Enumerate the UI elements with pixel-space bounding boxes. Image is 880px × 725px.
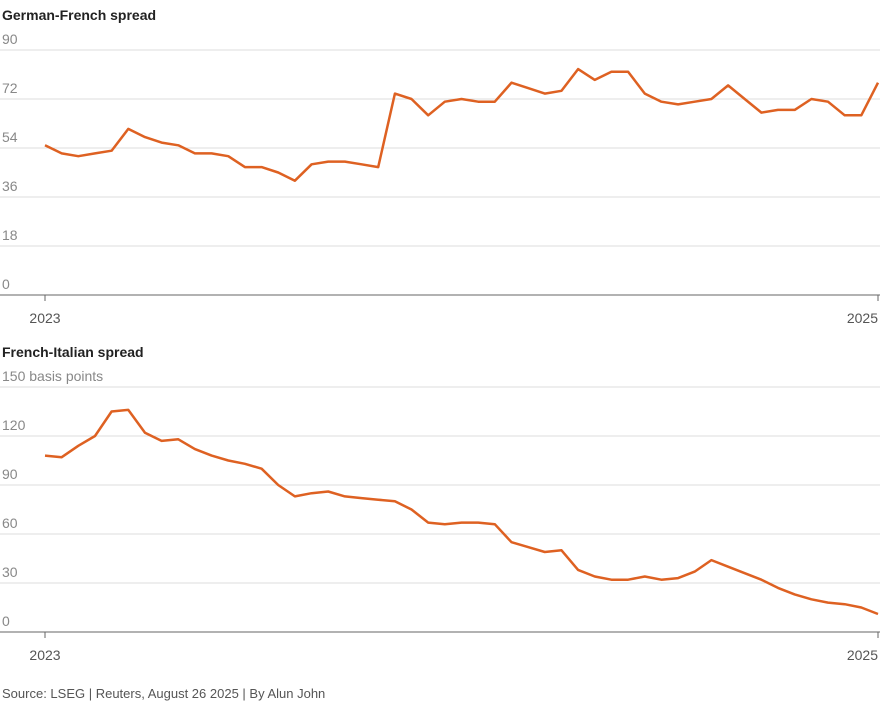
source: Source: LSEG | Reuters, August 26 2025 |… <box>2 686 325 701</box>
x-tick-label: 2023 <box>29 310 60 326</box>
x-tick-label: 2023 <box>29 647 60 663</box>
y-tick-label: 60 <box>2 515 18 531</box>
line <box>44 67 880 182</box>
y-tick-label: 120 <box>2 417 26 433</box>
x-tick-label: 2025 <box>847 310 878 326</box>
y-tick-label: 18 <box>2 227 18 243</box>
chart-title: German-French spread <box>2 7 156 23</box>
y-tick-label: 30 <box>2 564 18 580</box>
y-tick-label: 150 basis points <box>2 368 103 384</box>
x-tick-label: 2025 <box>847 647 878 663</box>
y-tick-label: 54 <box>2 129 18 145</box>
y-tick-label: 0 <box>2 613 10 629</box>
y-tick-label: 72 <box>2 80 18 96</box>
line <box>44 408 879 616</box>
y-tick-label: 90 <box>2 466 18 482</box>
y-tick-label: 0 <box>2 276 10 292</box>
y-tick-label: 36 <box>2 178 18 194</box>
chart-title: French-Italian spread <box>2 344 144 360</box>
y-tick-label: 90 <box>2 31 18 47</box>
